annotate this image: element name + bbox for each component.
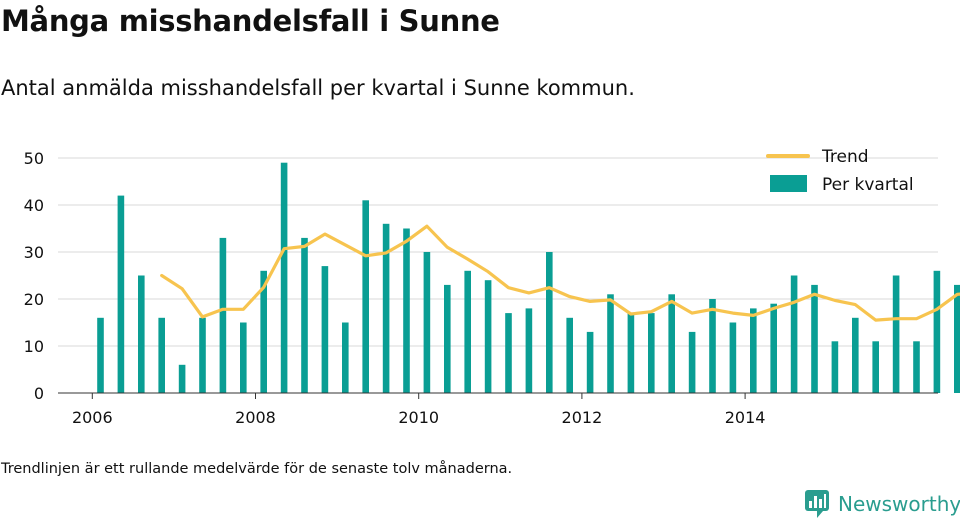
bar: [321, 266, 329, 393]
bar: [566, 317, 573, 393]
y-tick-label: 10: [24, 337, 44, 356]
bar: [872, 341, 879, 393]
bar: [362, 200, 369, 393]
bar: [790, 275, 798, 393]
bar: [913, 341, 920, 393]
footnote: Trendlinjen är ett rullande medelvärde f…: [1, 461, 513, 477]
bar: [464, 270, 471, 393]
bar: [627, 313, 635, 393]
bar: [423, 252, 431, 393]
legend-bar-swatch: [770, 175, 807, 192]
bar-chart-speech-icon: [805, 490, 829, 518]
bar: [750, 308, 757, 393]
trend-line: [160, 224, 960, 322]
brand-name: Newsworthy: [838, 492, 960, 516]
bar: [97, 317, 104, 393]
bar: [729, 322, 737, 393]
chart-subtitle: Antal anmälda misshandelsfall per kvarta…: [1, 76, 635, 100]
bar: [688, 331, 696, 393]
bar: [546, 252, 553, 393]
bar: [138, 275, 145, 393]
bar: [933, 270, 941, 393]
bar: [770, 303, 777, 393]
bar: [852, 317, 859, 393]
bar: [240, 322, 247, 393]
y-tick-label: 30: [24, 243, 44, 262]
trend-series: [160, 224, 960, 322]
bar: [158, 317, 165, 393]
brand-logo[interactable]: Newsworthy: [804, 489, 960, 519]
x-tick-label: 2014: [725, 408, 766, 427]
x-tick-label: 2012: [562, 408, 603, 427]
bar: [178, 364, 186, 393]
axes: 0102030405020062008201020122014201720192…: [24, 149, 938, 427]
chart-title: Många misshandelsfall i Sunne: [1, 4, 500, 38]
y-tick-label: 20: [24, 290, 44, 309]
bar: [301, 237, 308, 393]
bar: [607, 294, 614, 393]
bar: [260, 270, 267, 393]
bar: [668, 294, 675, 393]
bar: [525, 308, 533, 393]
bar: [342, 322, 349, 393]
bar: [648, 313, 655, 393]
bar: [505, 313, 512, 393]
bar: [892, 275, 900, 393]
bar: [444, 284, 451, 393]
bar: [382, 223, 390, 393]
bar: [219, 237, 227, 393]
legend-bar-label: Per kvartal: [822, 175, 914, 195]
bar: [199, 317, 206, 393]
bar: [403, 228, 410, 393]
bar: [709, 299, 716, 393]
bar: [831, 341, 839, 393]
x-tick-label: 2010: [398, 408, 439, 427]
bar: [280, 162, 288, 393]
y-tick-label: 40: [24, 196, 44, 215]
bar: [954, 284, 960, 393]
bar: [484, 280, 492, 393]
x-tick-label: 2008: [235, 408, 276, 427]
bar-series: [97, 162, 960, 393]
bar: [586, 331, 594, 393]
bar: [117, 195, 125, 393]
legend-trend-label: Trend: [821, 147, 869, 167]
y-tick-label: 0: [34, 384, 44, 403]
bar: [811, 284, 818, 393]
legend: Trend Per kvartal: [766, 147, 914, 195]
y-tick-label: 50: [24, 149, 44, 168]
bar-chart: 0102030405020062008201020122014201720192…: [24, 147, 960, 427]
x-tick-label: 2006: [72, 408, 113, 427]
